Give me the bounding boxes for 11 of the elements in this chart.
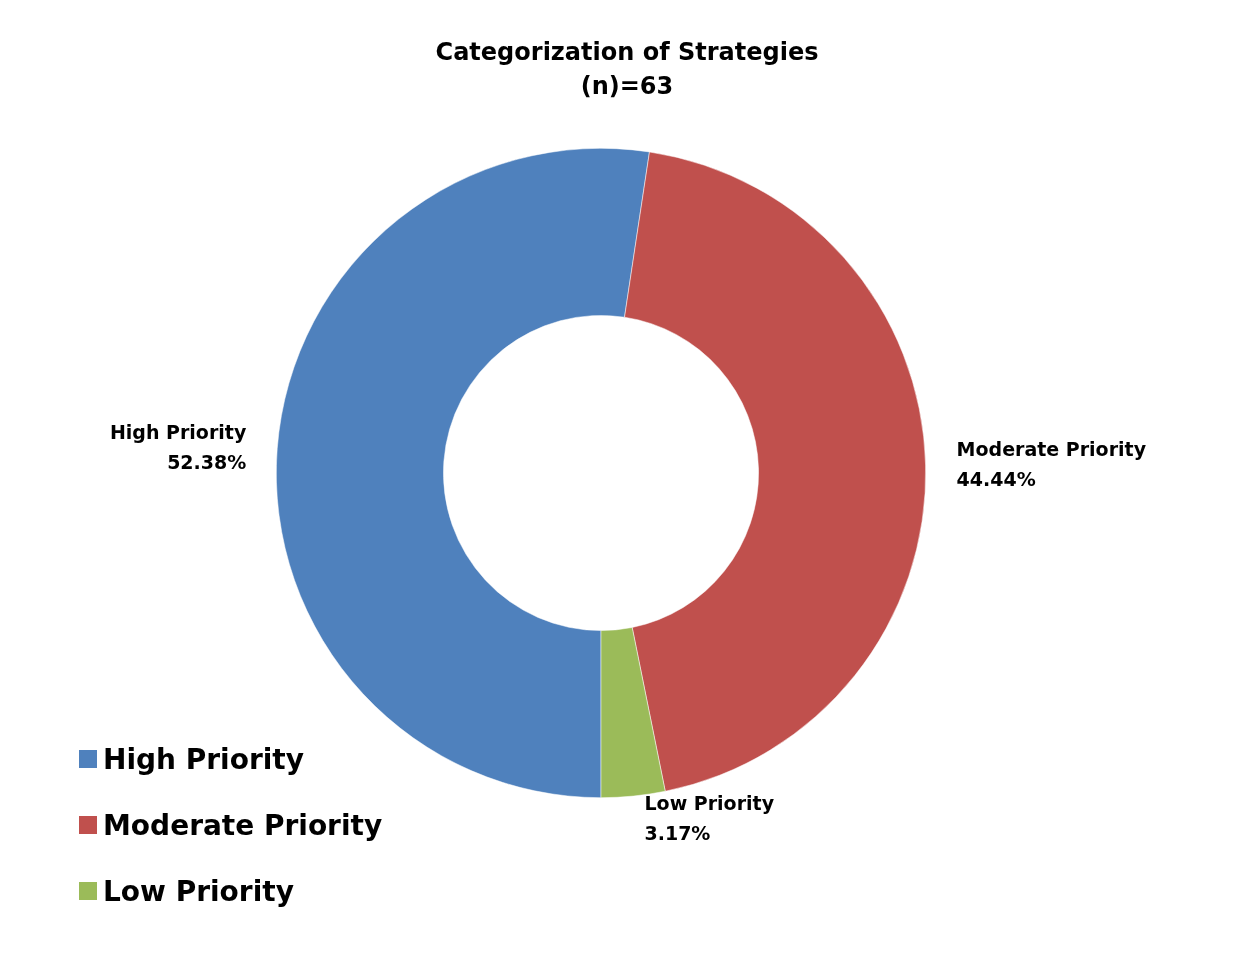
slice-label: Moderate Priority bbox=[956, 438, 1147, 461]
legend-label: High Priority bbox=[103, 742, 304, 776]
chart-title: Categorization of Strategies bbox=[435, 38, 819, 66]
data-label: 52.38% bbox=[167, 451, 247, 474]
legend-label: Low Priority bbox=[103, 874, 294, 908]
data-label: 3.17% bbox=[644, 821, 711, 844]
legend-label: Moderate Priority bbox=[103, 808, 383, 842]
chart-subtitle: (n)=63 bbox=[580, 72, 674, 100]
slice-label: High Priority bbox=[109, 421, 247, 444]
slice-label: Low Priority bbox=[644, 791, 775, 814]
data-label: 44.44% bbox=[956, 468, 1036, 491]
